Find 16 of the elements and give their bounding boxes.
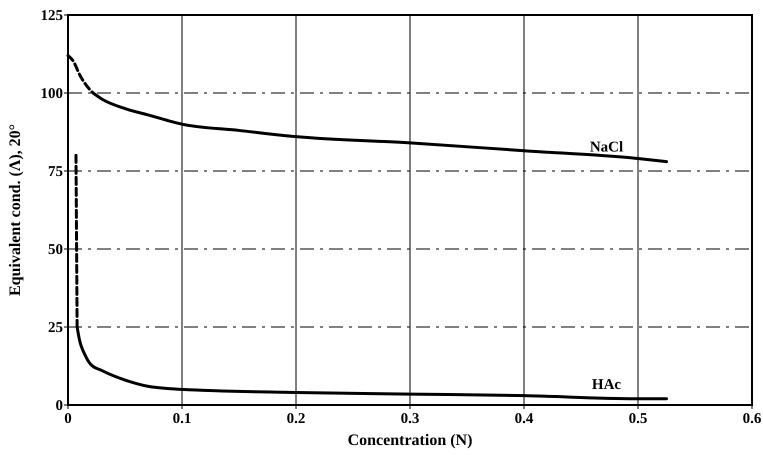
x-tick-label: 0.5 bbox=[628, 411, 648, 427]
y-tick-label: 0 bbox=[56, 398, 63, 414]
y-axis-title: Equivalent cond. (Λ), 20° bbox=[7, 124, 24, 296]
y-tick-label: 125 bbox=[40, 8, 63, 24]
y-tick-label: 25 bbox=[48, 320, 63, 336]
x-tick-label: 0.1 bbox=[172, 411, 192, 427]
x-tick-label: 0.2 bbox=[286, 411, 306, 427]
y-tick-label: 50 bbox=[48, 242, 63, 258]
x-tick-label: 0.6 bbox=[742, 411, 762, 427]
y-tick-label: 100 bbox=[40, 86, 63, 102]
x-tick-label: 0.4 bbox=[514, 411, 534, 427]
x-axis-title: Concentration (N) bbox=[348, 432, 472, 449]
series-label: HAc bbox=[592, 376, 622, 393]
series-label: NaCl bbox=[590, 140, 624, 156]
y-tick-label: 75 bbox=[48, 164, 63, 180]
x-tick-label: 0.3 bbox=[400, 411, 420, 427]
